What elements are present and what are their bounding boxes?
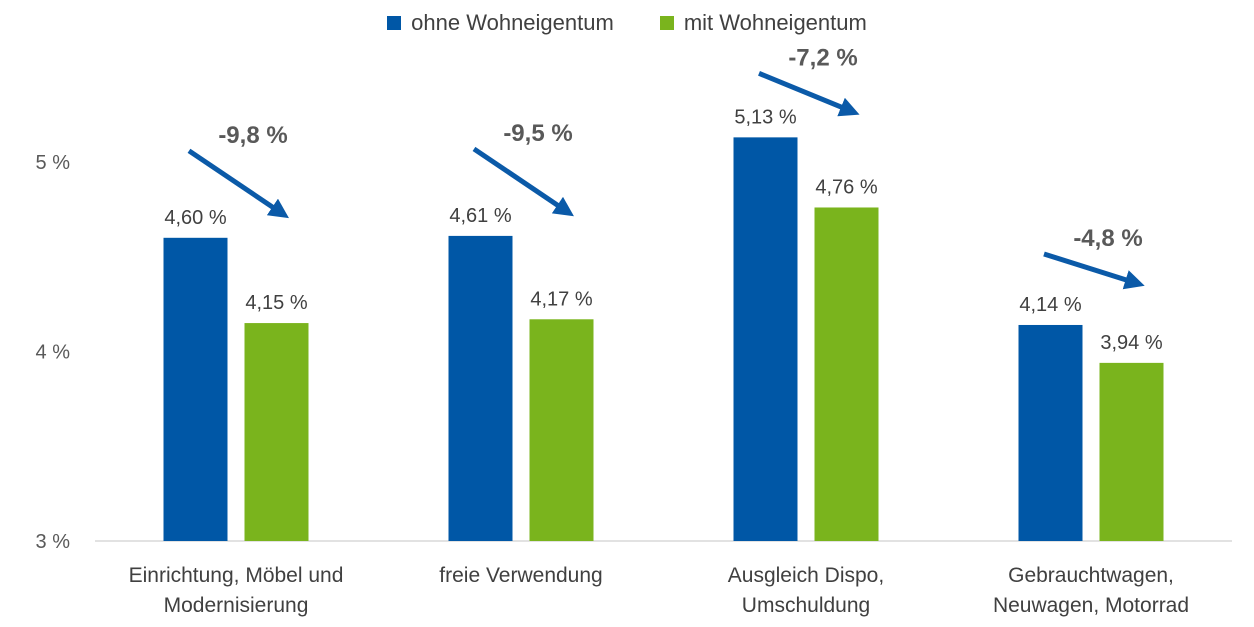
data-label: 4,76 % — [815, 176, 877, 198]
category-label: Ausgleich Dispo, — [728, 564, 884, 587]
data-label: 4,60 % — [164, 207, 226, 229]
data-label: 4,17 % — [530, 288, 592, 310]
category-label: Neuwagen, Motorrad — [993, 594, 1189, 617]
bar-mit-wohneigentum — [814, 207, 879, 542]
change-arrow — [1043, 251, 1145, 290]
data-label: 4,61 % — [449, 205, 511, 227]
category-label: freie Verwendung — [439, 564, 602, 587]
change-arrow — [758, 71, 860, 117]
bar-mit-wohneigentum — [529, 319, 594, 541]
category-label: Modernisierung — [164, 594, 309, 617]
legend-label-ohne: ohne Wohneigentum — [411, 10, 614, 35]
category-label: Gebrauchtwagen, — [1008, 564, 1174, 587]
change-label: -4,8 % — [1073, 225, 1142, 252]
legend-label-mit: mit Wohneigentum — [683, 10, 867, 35]
bar-mit-wohneigentum — [1099, 362, 1164, 541]
data-label: 4,15 % — [245, 292, 307, 314]
change-arrow — [187, 148, 289, 219]
y-tick-label: 5 % — [36, 152, 71, 174]
data-label: 3,94 % — [1100, 332, 1162, 354]
bar-ohne-wohneigentum — [1018, 324, 1083, 541]
change-label: -9,5 % — [503, 120, 572, 147]
y-tick-label: 3 % — [36, 531, 71, 553]
bar-ohne-wohneigentum — [448, 235, 513, 541]
change-arrow — [472, 146, 574, 217]
bar-ohne-wohneigentum — [163, 237, 228, 542]
y-tick-label: 4 % — [36, 342, 71, 364]
data-label: 4,14 % — [1019, 294, 1081, 316]
legend-swatch-ohne — [387, 16, 402, 30]
legend-item-ohne: ohne Wohneigentum — [387, 10, 614, 36]
bar-ohne-wohneigentum — [733, 137, 798, 542]
bar-mit-wohneigentum — [244, 323, 309, 541]
legend: ohne Wohneigentum mit Wohneigentum — [0, 10, 1254, 36]
category-label: Umschuldung — [742, 594, 870, 617]
data-label: 5,13 % — [734, 106, 796, 128]
legend-swatch-mit — [659, 16, 674, 30]
change-label: -9,8 % — [218, 122, 287, 149]
legend-item-mit: mit Wohneigentum — [659, 10, 867, 36]
change-label: -7,2 % — [788, 44, 857, 71]
category-label: Einrichtung, Möbel und — [129, 564, 344, 587]
